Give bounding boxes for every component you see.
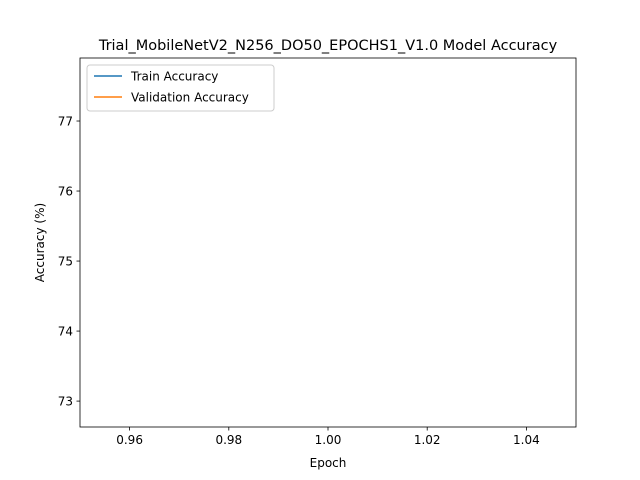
x-tick-label: 0.96 [116, 433, 143, 447]
legend-label-validation: Validation Accuracy [131, 91, 249, 105]
y-tick-label: 77 [58, 115, 73, 129]
x-tick-label: 0.98 [215, 433, 242, 447]
y-tick-label: 75 [58, 255, 73, 269]
plot-area [79, 57, 577, 428]
chart-title: Trial_MobileNetV2_N256_DO50_EPOCHS1_V1.0… [98, 38, 558, 54]
y-axis: 73 74 75 76 77 [58, 115, 80, 409]
y-tick-label: 76 [58, 185, 73, 199]
y-axis-label: Accuracy (%) [33, 203, 47, 282]
x-axis-label: Epoch [310, 456, 347, 470]
x-tick-label: 1.02 [414, 433, 441, 447]
plot-background [80, 58, 576, 427]
y-tick-label: 73 [58, 395, 73, 409]
x-axis: 0.96 0.98 1.00 1.02 1.04 [116, 427, 540, 447]
legend-label-train: Train Accuracy [130, 70, 218, 84]
x-tick-label: 1.00 [315, 433, 342, 447]
legend-box [86, 64, 275, 112]
y-tick-label: 74 [58, 325, 73, 339]
x-tick-label: 1.04 [513, 433, 540, 447]
legend: Train Accuracy Validation Accuracy [86, 64, 275, 112]
